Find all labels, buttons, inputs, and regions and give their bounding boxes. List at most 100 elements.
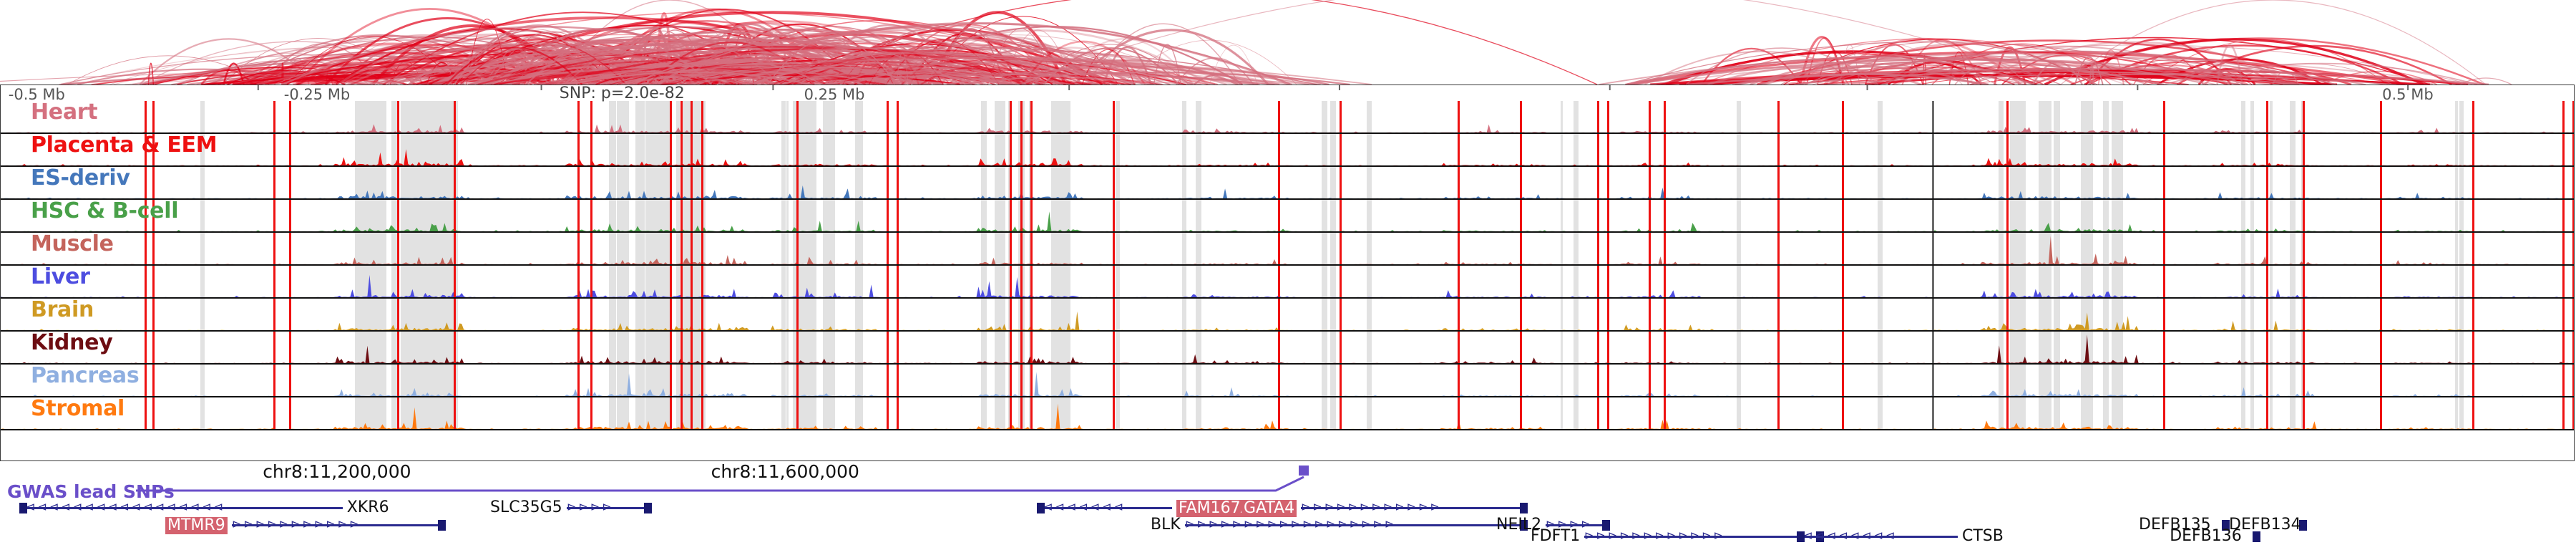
snp-marker-line [2163, 299, 2166, 330]
snp-marker-line [1030, 397, 1033, 429]
gene-body[interactable]: ⊳⊳⊳⊳ [567, 501, 644, 513]
highlight-band [1322, 332, 1327, 363]
snp-marker-line [145, 200, 147, 231]
highlight-band [2270, 332, 2273, 363]
snp-marker-line [1596, 167, 1599, 198]
snp-marker-line [2266, 134, 2269, 165]
lead-snp-line [1931, 167, 1934, 198]
highlight-band [2012, 365, 2020, 396]
highlight-band [608, 397, 612, 429]
highlight-band [1560, 397, 1563, 429]
gene-label[interactable]: XKR6 [346, 498, 389, 516]
track-row[interactable]: ES-deriv [1, 167, 2574, 200]
gene-label[interactable]: GATA4 [1241, 500, 1297, 517]
track-row[interactable]: Liver [1, 266, 2574, 299]
snp-marker-line [691, 167, 693, 198]
highlight-band [2088, 332, 2094, 363]
track-row[interactable]: Muscle [1, 233, 2574, 266]
snp-marker-line [397, 200, 400, 231]
gene-label[interactable]: BLK [1151, 516, 1181, 534]
highlight-band [786, 167, 789, 198]
highlight-band [995, 134, 1000, 165]
snp-marker-line [1277, 397, 1280, 429]
highlight-band [1059, 299, 1069, 330]
gene-label[interactable]: DEFB136 [2170, 527, 2242, 545]
highlight-band [1067, 397, 1070, 429]
snp-marker-line [1020, 332, 1023, 363]
track-row[interactable]: Kidney [1, 332, 2574, 365]
gene-body[interactable]: ⊳⊳⊳⊳ [1546, 519, 1602, 530]
snp-marker-line [886, 134, 889, 165]
snp-marker-line [1339, 365, 1342, 396]
track-row[interactable]: Brain [1, 299, 2574, 332]
gene-label[interactable]: MTMR9 [165, 517, 228, 534]
highlight-band [2270, 397, 2273, 429]
track-row[interactable]: Pancreas [1, 365, 2574, 397]
highlight-band [2088, 266, 2094, 297]
snp-marker-line [2572, 299, 2574, 330]
highlight-band [1737, 134, 1741, 165]
snp-marker-line [1030, 101, 1033, 132]
highlight-band [1999, 332, 2004, 363]
gene-label[interactable]: DEFB135 [2139, 516, 2211, 534]
gene-body[interactable]: ⊳⊳⊳⊳⊳⊳⊳⊳⊳⊳⊳⊳⊳⊳⊳⊳⊳⊳ [1185, 519, 1520, 530]
track-row[interactable]: HSC & B-cell [1, 200, 2574, 233]
lead-snp-line [1931, 397, 1934, 429]
highlight-band [411, 266, 419, 297]
snp-marker-line [897, 365, 899, 396]
snp-marker-line [2302, 134, 2305, 165]
highlight-band [2010, 233, 2016, 264]
snp-marker-line [145, 332, 147, 363]
track-row[interactable]: Heart [1, 101, 2574, 134]
gene-label[interactable]: FAM167A [1176, 500, 1254, 517]
highlight-band [1195, 299, 1201, 330]
gene-body[interactable]: ⊳⊳⊳⊳⊳⊳⊳⊳⊳⊳⊳⊳ [1301, 501, 1520, 513]
snp-marker-line [680, 397, 683, 429]
highlight-band [2010, 397, 2016, 429]
snp-marker-line [701, 233, 703, 264]
gene-label[interactable]: NEIL2 [1496, 516, 1542, 534]
ruler-tick-label: 0.25 Mb [804, 86, 865, 103]
track-row[interactable]: Stromal [1, 397, 2574, 430]
lead-snp-line [1931, 101, 1934, 132]
gene-body[interactable]: ⊲⊲⊲⊲⊲⊲⊲⊲⊲⊲⊲⊲⊲⊲⊲⊲⊲ [26, 501, 343, 513]
highlight-band [645, 200, 650, 231]
highlight-band [995, 200, 1000, 231]
highlight-band [2039, 134, 2047, 165]
highlight-band [1366, 233, 1372, 264]
gene-label[interactable]: SLC35G5 [490, 498, 562, 516]
snp-marker-line [1777, 167, 1780, 198]
highlight-band [857, 299, 863, 330]
track-row[interactable]: Placenta & EEM [1, 134, 2574, 167]
gene-body[interactable]: ⊲⊲⊲⊲⊲⊲⊲ [1043, 501, 1172, 513]
snp-marker-line [2562, 134, 2565, 165]
gene-label[interactable]: FDFT1 [1531, 527, 1581, 545]
snp-marker-line [152, 332, 155, 363]
snp-marker-line [1841, 299, 1844, 330]
highlight-band [391, 365, 399, 396]
snp-marker-line [397, 299, 400, 330]
highlight-band [1116, 397, 1121, 429]
gene-body[interactable]: ⊳⊳⊳⊳⊳⊳⊳⊳⊳⊳⊳ [232, 519, 438, 530]
highlight-band [1053, 299, 1060, 330]
highlight-band [1737, 266, 1741, 297]
snp-marker-line [701, 101, 703, 132]
highlight-band [1002, 397, 1006, 429]
highlight-band [409, 266, 414, 297]
highlight-band [1330, 134, 1336, 165]
highlight-band [2088, 397, 2094, 429]
gene-label[interactable]: DEFB134 [2229, 516, 2301, 534]
genomic-ruler: -0.5 Mb -0.25 Mb 0.25 Mb 0.5 Mb SNP: p=2.0e-… [1, 85, 2574, 103]
highlight-band [1195, 266, 1201, 297]
highlight-band [660, 167, 666, 198]
track-label-liver: Liver [31, 266, 90, 289]
highlight-band [854, 365, 857, 396]
highlight-band [811, 299, 816, 330]
highlight-band [609, 167, 617, 198]
highlight-band [660, 397, 666, 429]
highlight-band [371, 233, 380, 264]
highlight-band [1002, 134, 1006, 165]
highlight-band [692, 365, 698, 396]
gene-label[interactable]: CTSB [1962, 527, 2004, 545]
snp-marker-line [1020, 397, 1023, 429]
